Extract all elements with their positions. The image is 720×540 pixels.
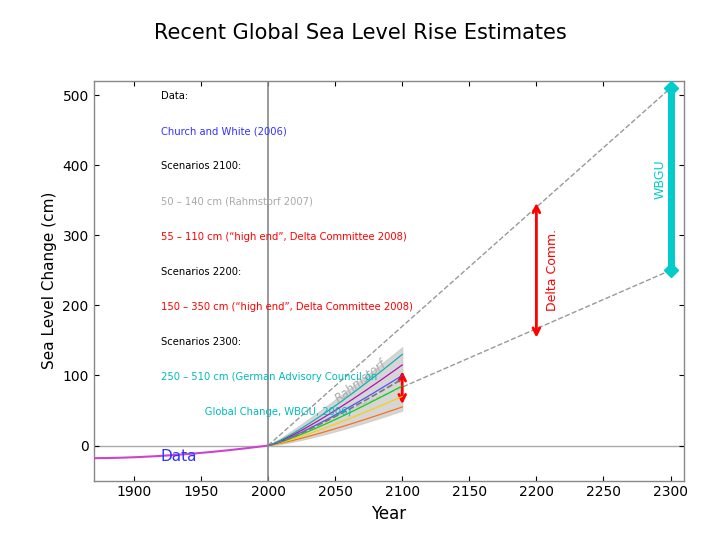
Text: Delta Comm.: Delta Comm. bbox=[546, 229, 559, 312]
Text: 55 – 110 cm (“high end”, Delta Committee 2008): 55 – 110 cm (“high end”, Delta Committee… bbox=[161, 232, 408, 241]
Text: Recent Global Sea Level Rise Estimates: Recent Global Sea Level Rise Estimates bbox=[153, 23, 567, 43]
Text: 150 – 350 cm (“high end”, Delta Committee 2008): 150 – 350 cm (“high end”, Delta Committe… bbox=[161, 302, 413, 312]
Text: 250 – 510 cm (German Advisory Council on: 250 – 510 cm (German Advisory Council on bbox=[161, 372, 378, 382]
Text: Global Change, WBGU, 2006): Global Change, WBGU, 2006) bbox=[161, 408, 352, 417]
Text: Data: Data bbox=[161, 449, 197, 464]
Text: Scenarios 2100:: Scenarios 2100: bbox=[161, 161, 242, 171]
Text: 50 – 140 cm (Rahmstorf 2007): 50 – 140 cm (Rahmstorf 2007) bbox=[161, 197, 313, 206]
Text: Church and White (2006): Church and White (2006) bbox=[161, 126, 287, 136]
Text: Scenarios 2300:: Scenarios 2300: bbox=[161, 337, 242, 347]
Text: WBGU: WBGU bbox=[653, 159, 666, 199]
Text: Rahmstorf: Rahmstorf bbox=[333, 357, 389, 405]
X-axis label: Year: Year bbox=[372, 505, 406, 523]
Text: Scenarios 2200:: Scenarios 2200: bbox=[161, 267, 242, 277]
Y-axis label: Sea Level Change (cm): Sea Level Change (cm) bbox=[42, 192, 57, 369]
Text: Data:: Data: bbox=[161, 91, 189, 101]
